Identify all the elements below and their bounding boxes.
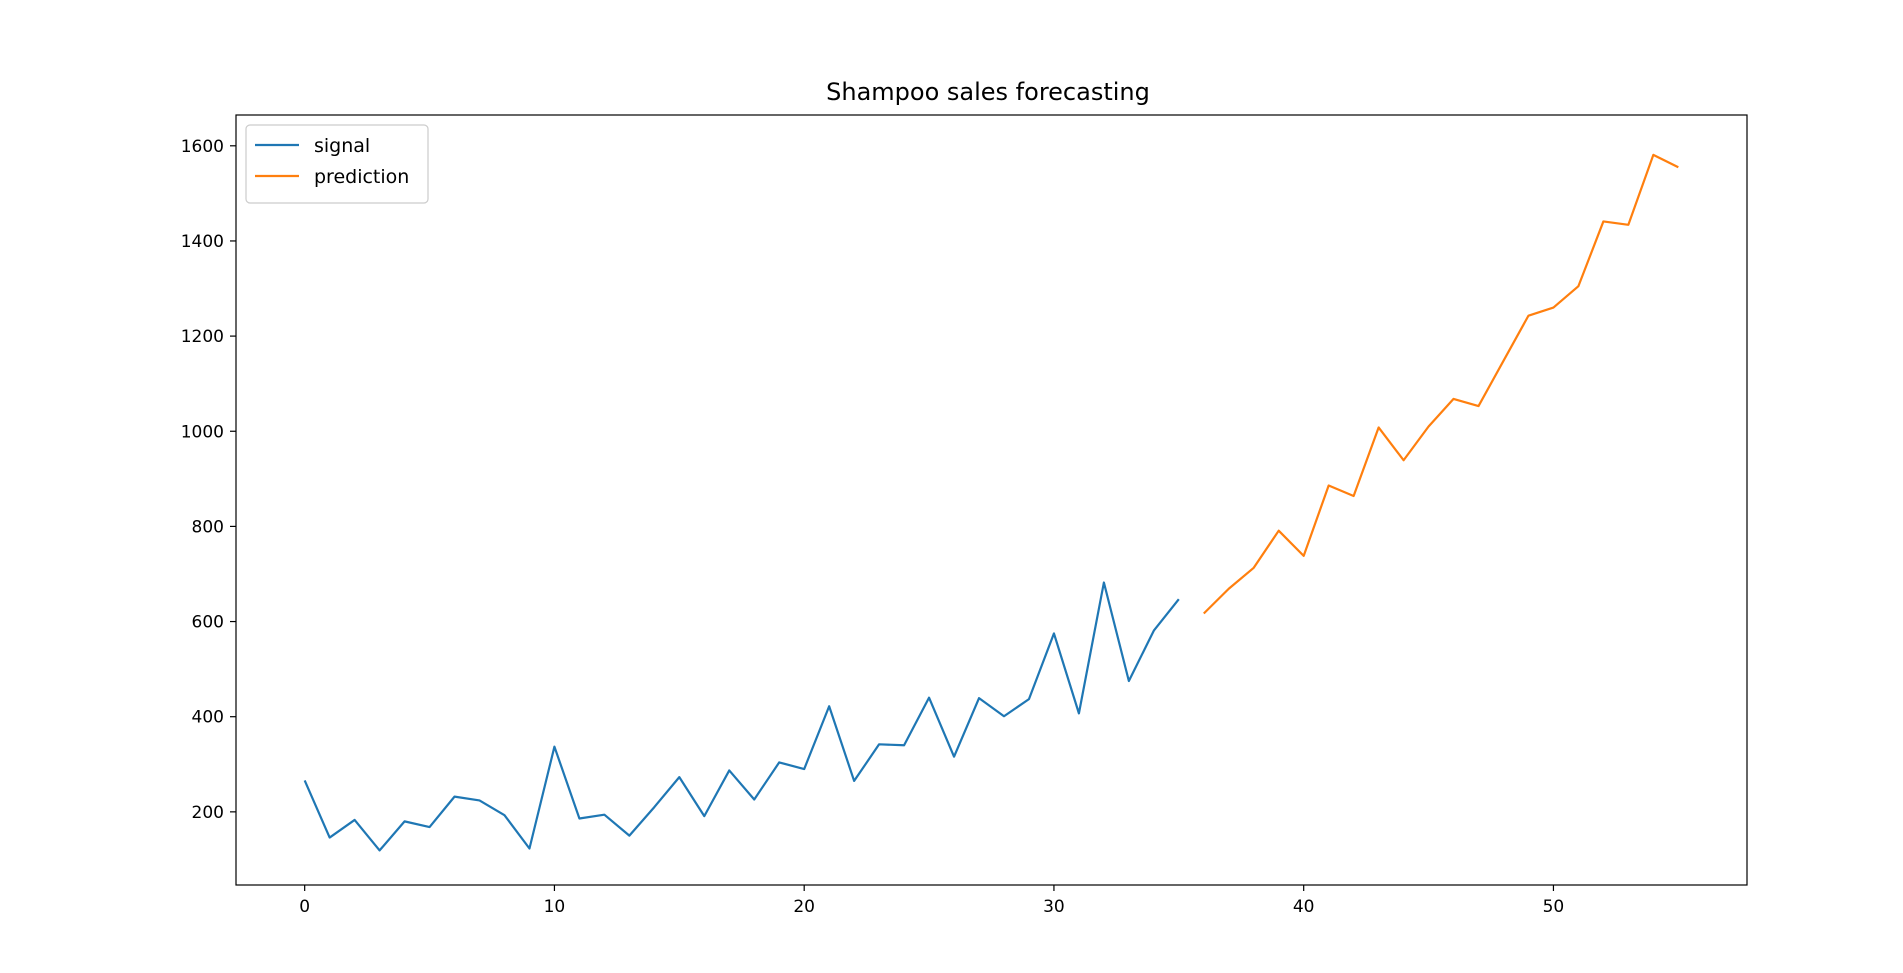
y-tick-label-400: 400 bbox=[192, 708, 224, 728]
x-tick-label-10: 10 bbox=[544, 897, 566, 917]
y-tick-label-1000: 1000 bbox=[181, 422, 224, 442]
y-tick-label-200: 200 bbox=[192, 803, 224, 823]
y-tick-label-1200: 1200 bbox=[181, 327, 224, 347]
legend-label-prediction: prediction bbox=[314, 166, 409, 188]
x-tick-label-20: 20 bbox=[793, 897, 815, 917]
legend: signal prediction bbox=[245, 124, 429, 204]
axes-frame bbox=[235, 114, 1748, 886]
chart-title: Shampoo sales forecasting bbox=[826, 78, 1150, 106]
x-tick-label-30: 30 bbox=[1043, 897, 1065, 917]
x-tick-label-50: 50 bbox=[1543, 897, 1565, 917]
legend-label-signal: signal bbox=[314, 135, 370, 157]
x-tick-label-0: 0 bbox=[299, 897, 310, 917]
series-line-signal bbox=[303, 581, 1180, 852]
plot-area: 0 10 20 30 40 50 200 400 600 800 1000 1200 1400 1600 bbox=[181, 137, 1679, 917]
y-tick-label-800: 800 bbox=[192, 517, 224, 537]
y-tick-label-600: 600 bbox=[192, 613, 224, 633]
series-line-prediction bbox=[1203, 153, 1679, 615]
y-tick-label-1600: 1600 bbox=[181, 137, 224, 157]
y-tick-label-1400: 1400 bbox=[181, 232, 224, 252]
x-tick-label-40: 40 bbox=[1293, 897, 1315, 917]
